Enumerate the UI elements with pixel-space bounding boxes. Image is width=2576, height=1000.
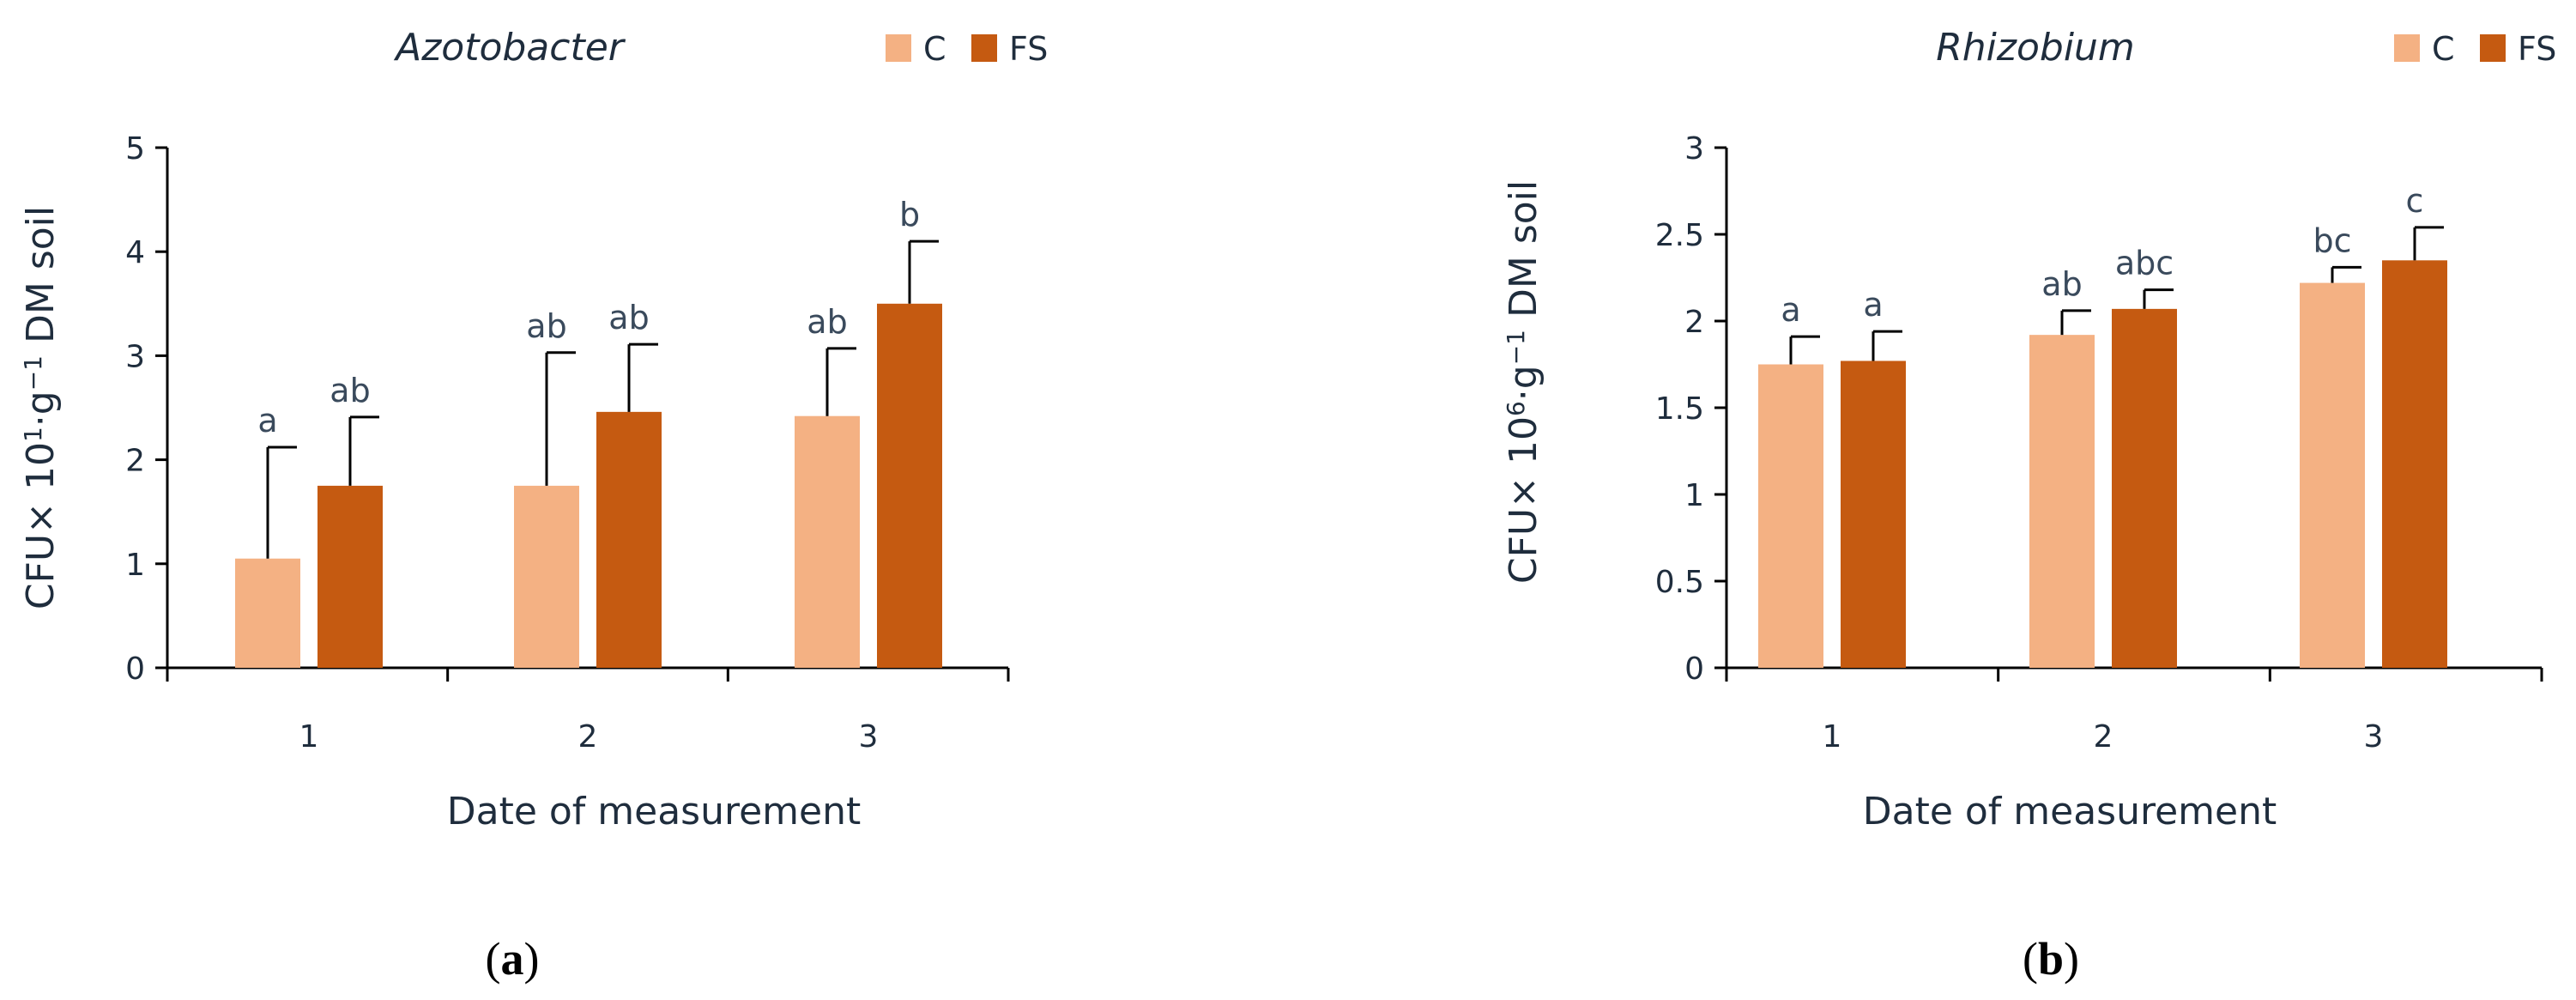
x-axis-title: Date of measurement	[447, 790, 862, 833]
significance-letter: c	[2406, 182, 2424, 220]
panel-label-a: (a)	[486, 933, 540, 985]
y-tick-label: 0.5	[1655, 565, 1704, 600]
bar-fs-1	[317, 485, 383, 668]
y-tick-label: 3	[125, 339, 145, 374]
y-axis-title-sup: −1	[1502, 330, 1530, 365]
panel-label-paren: (	[486, 933, 501, 985]
y-axis-title-sup: 1	[19, 427, 47, 442]
significance-letter: abc	[2115, 245, 2174, 282]
y-axis-title-part: CFU× 10	[19, 442, 63, 609]
bar-fs-2	[596, 411, 662, 668]
y-tick-label: 2.5	[1655, 218, 1704, 253]
y-tick-label: 1	[1684, 478, 1704, 513]
legend-label-c: C	[923, 30, 946, 68]
panel-label-b: (b)	[2023, 933, 2079, 985]
y-axis-title-part: DM soil	[19, 206, 63, 355]
chart-panel-a: Azotobacter C FS 0 1 2 3 4 5 1 2 3 a ab ab ab ab b Date of…	[19, 26, 1048, 833]
legend: C FS	[886, 30, 1048, 68]
legend-label-c: C	[2432, 30, 2455, 68]
y-tick-label: 3	[1684, 131, 1704, 167]
panel-label-paren: )	[2064, 933, 2079, 985]
y-axis-title: CFU× 101·g−1 DM soil	[19, 206, 63, 609]
y-axis-title-part: DM soil	[1502, 180, 1545, 330]
y-tick-label: 4	[125, 235, 145, 270]
bar-c-2	[2029, 335, 2095, 668]
significance-letter: ab	[608, 299, 649, 336]
y-axis-title-sup: −1	[19, 355, 47, 391]
x-tick-label: 2	[2094, 719, 2113, 755]
significance-letter: a	[1781, 291, 1800, 329]
bar-fs-2	[2112, 308, 2177, 668]
significance-letter: ab	[526, 307, 566, 345]
bar-fs-1	[1841, 361, 1906, 668]
significance-letter: a	[257, 402, 277, 439]
chart-title: Rhizobium	[1936, 26, 2135, 70]
x-tick-label: 1	[1823, 719, 1842, 755]
chart-panel-b: Rhizobium C FS 0 0.5 1 1.5 2 2.5 3 1 2 3 a ab bc a abc c Da…	[1502, 26, 2556, 833]
x-tick-label: 3	[859, 719, 879, 755]
significance-letter: b	[899, 196, 920, 233]
significance-letter: ab	[807, 303, 847, 341]
legend-swatch-fs	[971, 34, 997, 62]
chart-title: Azotobacter	[393, 26, 626, 70]
significance-letter: a	[1863, 286, 1883, 324]
x-tick-label: 1	[299, 719, 319, 755]
bar-c-3	[795, 415, 860, 668]
panel-label-paren: )	[524, 933, 540, 985]
y-tick-label: 1.5	[1655, 391, 1704, 427]
x-tick-label: 2	[578, 719, 598, 755]
x-axis-title: Date of measurement	[1863, 790, 2277, 833]
panel-label-letter: b	[2038, 933, 2064, 985]
legend: C FS	[2394, 30, 2556, 68]
y-tick-label: 5	[125, 131, 145, 167]
bar-c-3	[2300, 282, 2365, 668]
bar-fs-3	[877, 303, 942, 668]
legend-label-fs: FS	[2518, 30, 2556, 68]
y-tick-label: 1	[125, 548, 145, 583]
panel-label-letter: a	[501, 933, 524, 985]
y-tick-label: 0	[1684, 652, 1704, 687]
panel-label-paren: (	[2023, 933, 2038, 985]
y-axis-title-sup: 6	[1502, 401, 1530, 416]
bar-c-1	[1758, 364, 1823, 668]
bar-fs-3	[2382, 260, 2447, 668]
y-tick-label: 2	[125, 444, 145, 479]
legend-label-fs: FS	[1009, 30, 1048, 68]
y-axis-title-part: ·g	[19, 391, 63, 427]
bar-c-2	[514, 485, 579, 668]
bar-c-1	[235, 558, 300, 668]
significance-letter: bc	[2313, 221, 2351, 259]
legend-swatch-fs	[2480, 34, 2506, 62]
y-tick-label: 2	[1684, 305, 1704, 340]
significance-letter: ab	[2041, 265, 2082, 303]
y-axis-title: CFU× 106·g−1 DM soil	[1502, 180, 1545, 584]
y-tick-label: 0	[125, 652, 145, 687]
legend-swatch-c	[2394, 34, 2420, 62]
y-axis-title-part: CFU× 10	[1502, 416, 1545, 584]
y-axis-title-part: ·g	[1502, 365, 1545, 401]
significance-letter: ab	[330, 372, 370, 409]
legend-swatch-c	[886, 34, 911, 62]
x-tick-label: 3	[2364, 719, 2384, 755]
